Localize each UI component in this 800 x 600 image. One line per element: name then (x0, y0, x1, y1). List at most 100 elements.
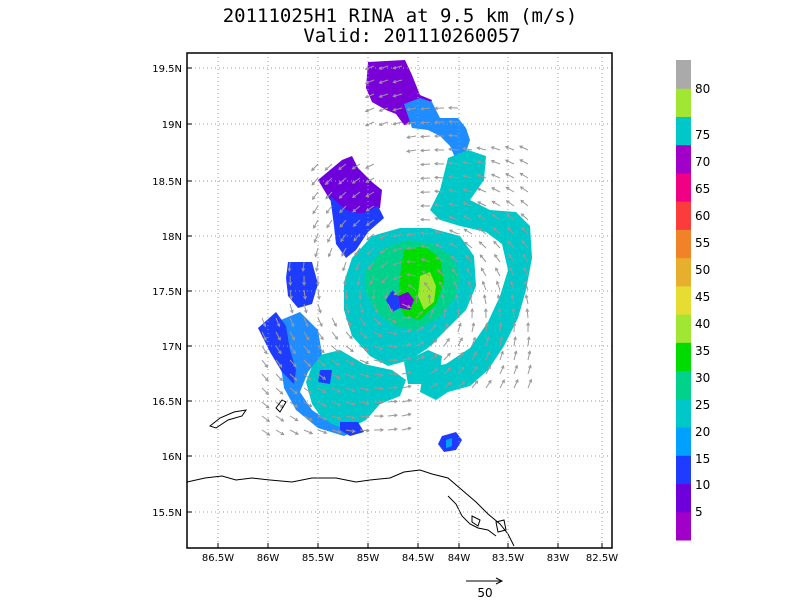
wind-vector-head (294, 390, 298, 395)
wind-vector (345, 359, 355, 366)
wind-vector-head (379, 235, 384, 239)
coastline-island-2 (275, 399, 287, 413)
wind-vector (380, 261, 389, 268)
wind-vector (491, 187, 501, 193)
wind-vector (477, 160, 487, 165)
wind-vector-head (506, 213, 511, 218)
wind-vector (407, 135, 417, 139)
lon-label: 84.5W (402, 553, 434, 564)
wind-vector-head (521, 239, 526, 244)
wind-vector-head (433, 134, 438, 138)
wind-vector-head (496, 294, 501, 299)
wind-vector (359, 415, 369, 418)
wind-vector-head (518, 145, 523, 149)
wind-vector (393, 247, 403, 252)
wind-vector (511, 295, 515, 305)
wind-vector-head (363, 334, 368, 339)
wind-vector (289, 345, 296, 354)
wind-vector (415, 341, 425, 347)
wind-vector (373, 401, 384, 403)
wind-vector (463, 202, 473, 207)
wind-vector (512, 308, 515, 319)
reference-vector-head (495, 577, 504, 585)
wind-vector (387, 414, 398, 417)
wind-vector-head (406, 272, 411, 277)
wind-vector (507, 227, 515, 235)
wind-vector-head (277, 336, 281, 341)
wind-vector (261, 359, 268, 368)
wind-vector (420, 149, 431, 152)
wind-vector (463, 175, 473, 179)
wind-area-eye (398, 292, 414, 310)
wind-vector-head (420, 106, 425, 111)
wind-vector-head (380, 428, 385, 432)
wind-vector-head (433, 339, 438, 343)
wind-vector-head (448, 188, 453, 193)
wind-vector (443, 309, 447, 319)
wind-vector (477, 147, 487, 151)
lon-label: 85W (357, 553, 380, 564)
wind-vector-head (381, 279, 386, 284)
wind-vector-head (392, 262, 397, 266)
wind-vector (448, 148, 459, 151)
wind-vector (359, 359, 369, 364)
wind-vector-head (497, 307, 502, 312)
lon-label: 82.5W (586, 553, 618, 564)
wind-vector (359, 317, 366, 326)
wind-vector (457, 337, 463, 347)
wind-vector (342, 261, 347, 271)
wind-vector (493, 241, 501, 249)
wind-vector-head (480, 267, 485, 272)
wind-vector (344, 275, 347, 285)
wind-vector-head (462, 215, 467, 219)
wind-vector (365, 65, 375, 70)
wind-vector-head (407, 342, 412, 347)
wind-vector-head (311, 167, 315, 172)
wind-vector-head (504, 145, 509, 150)
wind-vector (477, 188, 487, 193)
wind-vector (345, 415, 355, 419)
wind-vector-head (327, 253, 332, 258)
wind-vector-head (364, 108, 369, 113)
wind-vector-head (463, 228, 468, 233)
wind-vector-head (305, 323, 309, 328)
wind-vector-head (455, 294, 459, 299)
wind-vector (352, 177, 361, 184)
lon-label: 83.5W (492, 553, 524, 564)
wind-vector (453, 281, 459, 291)
wind-vector-head (495, 267, 499, 272)
wind-vector-head (433, 161, 438, 166)
wind-vector (522, 240, 529, 249)
wind-vector (506, 186, 515, 193)
wind-vector (527, 337, 530, 347)
wind-vector-head (490, 159, 495, 164)
wind-vector-head (393, 331, 398, 336)
wind-vector (261, 345, 268, 354)
wind-vector-head (476, 187, 481, 192)
wind-vector (261, 387, 269, 395)
wind-vector-head (351, 165, 356, 170)
wind-vector (387, 387, 398, 389)
wind-vector (275, 401, 284, 408)
wind-vector-head (526, 336, 531, 340)
wind-vector (331, 401, 341, 406)
wind-vector-head (374, 309, 379, 314)
wind-area-se-patch2 (446, 438, 452, 448)
wind-vector (312, 191, 319, 200)
wind-vector-head (392, 107, 397, 112)
wind-vector (479, 241, 487, 249)
wind-vector-head (308, 417, 313, 421)
wind-vector-head (280, 418, 285, 422)
wind-vector (359, 387, 369, 391)
wind-vector (289, 331, 295, 341)
wind-vector-head (335, 349, 340, 353)
wind-vector (275, 387, 284, 395)
wind-vector-head (362, 322, 366, 327)
wind-vector-head (393, 427, 398, 432)
wind-vector (443, 367, 452, 375)
wind-vector (485, 337, 489, 347)
wind-vector-head (501, 379, 505, 384)
wind-vector (471, 380, 478, 389)
wind-vector-head (443, 308, 448, 313)
wind-vector-head (350, 361, 355, 366)
